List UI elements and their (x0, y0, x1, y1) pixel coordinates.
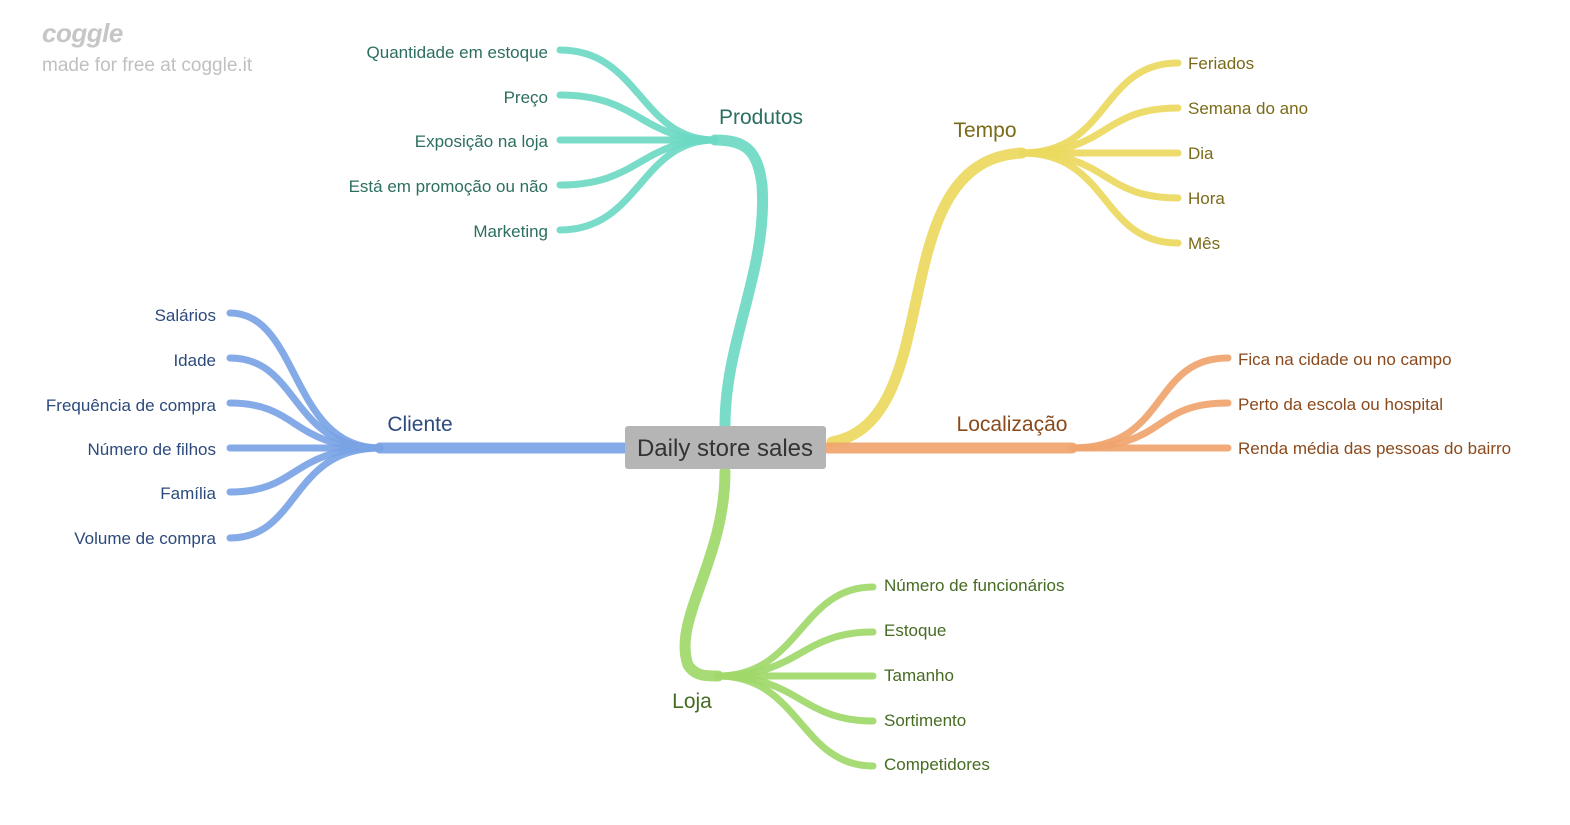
leaf-localizacao[interactable]: Renda média das pessoas do bairro (1238, 439, 1511, 458)
edge-produtos-leaf (556, 136, 719, 234)
coggle-logo: coggle (42, 18, 123, 48)
branch-localizacao-edges (822, 354, 1232, 454)
leaf-cliente[interactable]: Idade (173, 351, 216, 370)
center-node[interactable]: Daily store sales (625, 426, 826, 469)
branch-label-tempo[interactable]: Tempo (953, 119, 1016, 142)
branch-label-localizacao[interactable]: Localização (957, 413, 1068, 436)
branch-label-produtos[interactable]: Produtos (719, 106, 803, 129)
leaf-produtos[interactable]: Exposição na loja (415, 132, 549, 151)
leaf-loja[interactable]: Número de funcionários (884, 576, 1064, 595)
edge-loja-leaf (714, 672, 877, 770)
branch-tempo-edges (826, 59, 1182, 448)
leaf-produtos[interactable]: Está em promoção ou não (349, 177, 548, 196)
edge-center-tempo (826, 147, 1028, 448)
leaf-tempo[interactable]: Feriados (1188, 54, 1254, 73)
leaf-cliente[interactable]: Número de filhos (87, 440, 216, 459)
edge-center-loja (679, 466, 731, 682)
leaf-cliente[interactable]: Família (160, 484, 216, 503)
coggle-branding: coggle made for free at coggle.it (42, 18, 252, 77)
leaf-cliente[interactable]: Volume de compra (74, 529, 216, 548)
coggle-tagline: made for free at coggle.it (42, 55, 253, 76)
branch-loja-edges (679, 466, 877, 770)
branch-label-cliente[interactable]: Cliente (387, 413, 452, 436)
edge-center-produtos (709, 134, 769, 431)
leaf-cliente[interactable]: Salários (155, 306, 216, 325)
leaf-loja[interactable]: Estoque (884, 621, 946, 640)
branch-label-loja[interactable]: Loja (672, 690, 712, 713)
branch-cliente-edges (226, 309, 631, 542)
leaf-loja[interactable]: Competidores (884, 755, 990, 774)
branch-produtos-edges (556, 46, 769, 431)
leaf-loja[interactable]: Sortimento (884, 711, 966, 730)
leaf-tempo[interactable]: Dia (1188, 144, 1214, 163)
leaf-localizacao[interactable]: Fica na cidade ou no campo (1238, 350, 1452, 369)
leaf-tempo[interactable]: Hora (1188, 189, 1225, 208)
leaf-produtos[interactable]: Preço (504, 88, 548, 107)
center-node-label: Daily store sales (637, 435, 813, 462)
leaf-loja[interactable]: Tamanho (884, 666, 954, 685)
leaf-tempo[interactable]: Semana do ano (1188, 99, 1308, 118)
leaf-cliente[interactable]: Frequência de compra (46, 396, 217, 415)
leaf-localizacao[interactable]: Perto da escola ou hospital (1238, 395, 1443, 414)
center-node-box[interactable] (625, 426, 826, 469)
edge-tempo-leaf (1018, 149, 1182, 247)
leaf-produtos[interactable]: Marketing (473, 222, 548, 241)
leaf-tempo[interactable]: Mês (1188, 234, 1220, 253)
edge-cliente-leaf (226, 444, 384, 542)
leaf-produtos[interactable]: Quantidade em estoque (367, 43, 548, 62)
